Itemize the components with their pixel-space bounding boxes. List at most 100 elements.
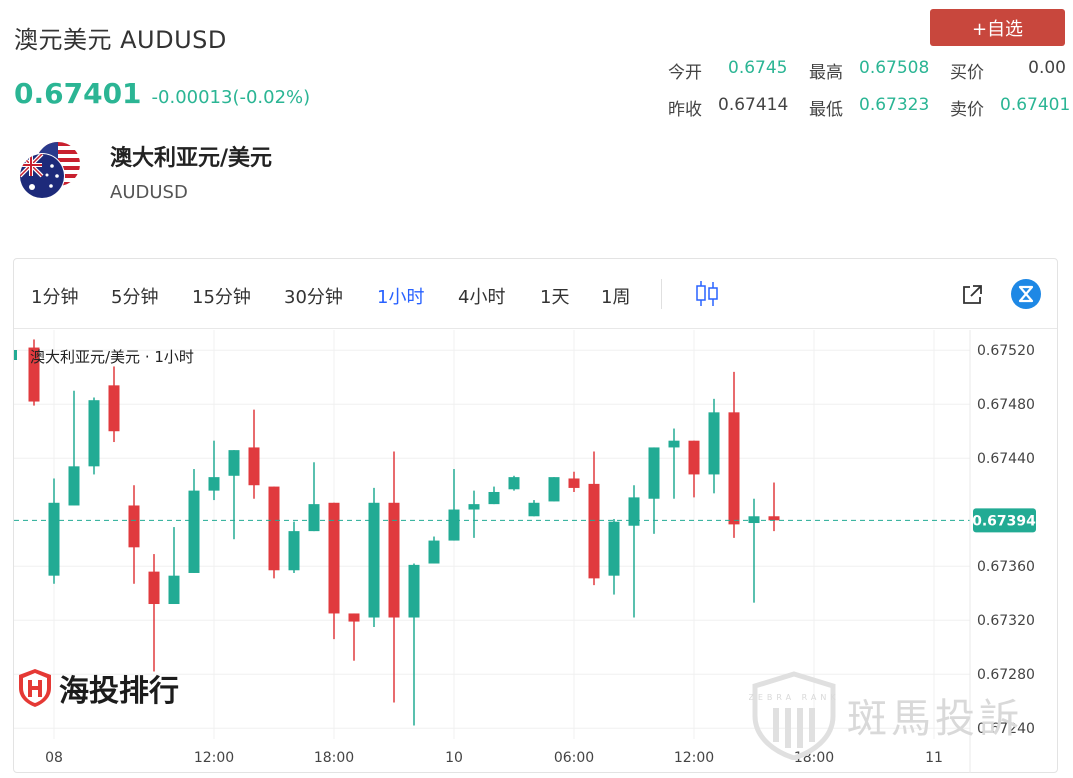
candle[interactable] <box>188 469 200 573</box>
open-value: 0.6745 <box>728 58 788 78</box>
candle-body <box>388 502 400 618</box>
candle[interactable] <box>468 490 480 538</box>
candle-body <box>308 504 320 532</box>
x-tick-label: 10 <box>445 750 463 766</box>
candle[interactable] <box>408 563 420 726</box>
candle-body <box>208 477 220 491</box>
timeframe-1m[interactable]: 1分钟 <box>31 287 79 308</box>
candle[interactable] <box>108 366 120 443</box>
x-tick-label: 12:00 <box>194 750 234 766</box>
candle-body <box>768 516 780 521</box>
candle[interactable] <box>288 521 300 573</box>
candle[interactable] <box>768 482 780 532</box>
candle[interactable] <box>748 498 760 603</box>
candle-body <box>508 477 520 490</box>
candle[interactable] <box>728 371 740 538</box>
candle-body <box>328 502 340 614</box>
hourglass-logo-icon[interactable] <box>1011 279 1041 309</box>
watermark-left-text: 海投排行 <box>59 674 179 709</box>
x-tick-label: 12:00 <box>674 750 714 766</box>
y-tick-label: 0.67520 <box>977 343 1035 359</box>
timeframe-15m[interactable]: 15分钟 <box>192 287 251 308</box>
candle-body <box>228 450 240 476</box>
candle[interactable] <box>608 518 620 595</box>
price-line: 0.67401 -0.00013(-0.02%) <box>14 77 310 110</box>
candlestick-chart[interactable]: 0.67394 0.67520 0.67480 0.67440 0.67360 0.67… <box>14 330 1057 773</box>
current-price-label: 0.67394 <box>972 513 1036 529</box>
price-change: -0.00013(-0.02%) <box>151 87 311 108</box>
candle[interactable] <box>668 428 680 499</box>
chart-area[interactable]: 0.67394 0.67520 0.67480 0.67440 0.67360 0.67… <box>14 330 1057 773</box>
candle[interactable] <box>348 613 360 661</box>
candle[interactable] <box>48 478 60 584</box>
candle-body <box>488 491 500 505</box>
candle[interactable] <box>88 397 100 475</box>
candle[interactable] <box>588 451 600 586</box>
candle[interactable] <box>428 536 440 564</box>
open-label: 今开 <box>668 63 702 83</box>
candle[interactable] <box>708 398 720 494</box>
candle[interactable] <box>68 390 80 506</box>
candle-body <box>728 412 740 525</box>
candle[interactable] <box>548 477 560 502</box>
x-tick-label: 18:00 <box>314 750 354 766</box>
candle[interactable] <box>328 502 340 640</box>
candle[interactable] <box>688 440 700 498</box>
candle[interactable] <box>448 469 460 541</box>
candle-body <box>668 440 680 448</box>
candle-body <box>408 564 420 618</box>
candle-body <box>468 504 480 510</box>
candle[interactable] <box>508 475 520 491</box>
candle[interactable] <box>248 409 260 499</box>
zebra-shield-icon: ZEBRA RANK <box>749 671 836 760</box>
candle-body <box>448 509 460 541</box>
bid-label: 买价 <box>950 63 984 83</box>
timeframe-4h[interactable]: 4小时 <box>458 287 506 308</box>
candle[interactable] <box>28 339 40 406</box>
candle-body <box>148 571 160 605</box>
stats-row-2: 昨收 0.67414 最低 0.67323 卖价 0.67401 <box>664 95 1070 132</box>
last-price: 0.67401 <box>14 77 142 110</box>
candle[interactable] <box>528 500 540 517</box>
shield-logo-icon <box>19 669 51 707</box>
candle-body <box>688 440 700 475</box>
aud-usd-flag-icon <box>19 142 80 199</box>
candle[interactable] <box>168 527 180 605</box>
y-tick-label: 0.67320 <box>977 613 1035 629</box>
timeframe-1h[interactable]: 1小时 <box>377 287 425 308</box>
timeframe-30m[interactable]: 30分钟 <box>284 287 343 308</box>
candle-body <box>428 540 440 564</box>
candle-body <box>648 447 660 499</box>
timeframe-5m[interactable]: 5分钟 <box>111 287 159 308</box>
candle[interactable] <box>648 447 660 534</box>
timeframe-1d[interactable]: 1天 <box>540 287 570 308</box>
asset-code: AUDUSD <box>110 182 188 203</box>
candle[interactable] <box>268 486 280 579</box>
candle-body <box>28 347 40 402</box>
y-tick-label: 0.67360 <box>977 559 1035 575</box>
candle[interactable] <box>388 451 400 703</box>
candle[interactable] <box>148 554 160 672</box>
candle-body <box>288 531 300 571</box>
candle[interactable] <box>628 485 640 618</box>
candle[interactable] <box>488 486 500 505</box>
prev-close-value: 0.67414 <box>718 95 789 115</box>
candlestick-icon[interactable] <box>695 279 719 309</box>
candle-body <box>48 502 60 576</box>
watermark-right-text: 斑馬投訴 <box>847 696 1023 742</box>
candle-body <box>108 385 120 432</box>
external-link-icon[interactable] <box>960 283 984 307</box>
timeframe-1w[interactable]: 1周 <box>601 287 631 308</box>
candle[interactable] <box>368 487 380 627</box>
candle[interactable] <box>308 462 320 532</box>
candle[interactable] <box>568 471 580 492</box>
asset-name: 澳大利亚元/美元 <box>110 146 273 171</box>
candle-body <box>348 613 360 622</box>
candle[interactable] <box>228 450 240 540</box>
watermark-right: ZEBRA RANK 斑馬投訴 <box>749 670 1023 760</box>
add-to-watchlist-button[interactable]: +自选 <box>930 9 1065 46</box>
candle-body <box>548 477 560 502</box>
candle[interactable] <box>208 440 220 501</box>
candle[interactable] <box>128 485 140 584</box>
candle-body <box>628 497 640 526</box>
